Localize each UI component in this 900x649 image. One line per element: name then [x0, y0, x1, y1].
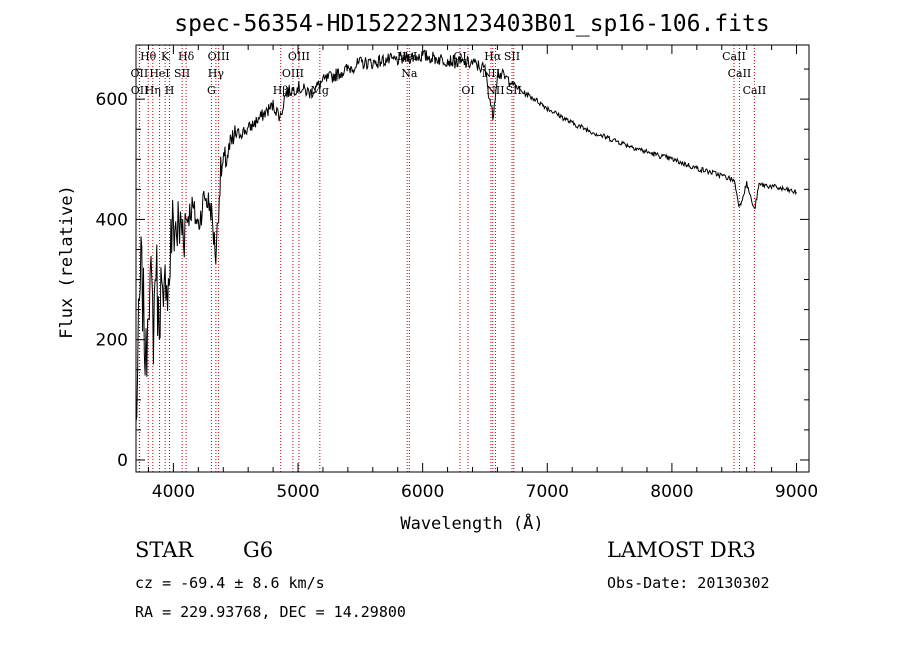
spectral-line-label: OIII [208, 50, 230, 63]
chart-title: spec-56354-HD152223N123403B01_sp16-106.f… [174, 11, 769, 37]
spectral-line-label: CaII [728, 67, 752, 80]
y-axis: 0 200 400 600 [96, 68, 809, 471]
spectral-line-label: OIII [288, 50, 310, 63]
x-tick-label: 9000 [775, 482, 818, 502]
y-tick-label: 600 [96, 90, 128, 110]
spectral-line-label: SII [506, 84, 522, 97]
spectral-line-label: Hδ [178, 50, 195, 63]
y-tick-label: 0 [117, 451, 128, 471]
x-tick-label: 7000 [526, 482, 569, 502]
plot-frame [135, 44, 810, 473]
spectral-line-label: H [165, 84, 175, 97]
y-axis-label: Flux (relative) [57, 185, 77, 339]
spectral-line-label: SII [174, 67, 190, 80]
spectrum-layer [135, 49, 797, 422]
spectral-line-label: Hβ [273, 84, 289, 97]
spectral-line-label: Hα [484, 50, 502, 63]
obs-date: Obs-Date: 20130302 [607, 574, 770, 592]
spectral-line-label: OII [131, 67, 149, 80]
spectral-line-label: CaII [722, 50, 746, 63]
y-tick-label: 400 [96, 210, 128, 230]
x-tick-label: 6000 [401, 482, 444, 502]
redshift-value: cz = -69.4 ± 8.6 km/s [135, 574, 325, 592]
spectral-line-label: HeI [149, 67, 169, 80]
x-tick-label: 5000 [276, 482, 319, 502]
spectral-line-label: OIII [282, 67, 304, 80]
x-axis: 4000 5000 6000 7000 8000 9000 [147, 45, 818, 502]
object-class: STAR [135, 538, 194, 562]
spectral-line-label: G [207, 84, 216, 97]
spectral-line-label: SII [504, 50, 520, 63]
spectral-line-label: Hη [145, 84, 161, 97]
spectral-line-label: OI [461, 84, 474, 97]
x-tick-label: 4000 [152, 482, 195, 502]
spectrum-line [135, 49, 797, 422]
x-tick-label: 8000 [650, 482, 693, 502]
coordinates: RA = 229.93768, DEC = 14.29800 [135, 603, 406, 621]
spectral-line-label: Na [401, 67, 418, 80]
survey-name: LAMOST DR3 [607, 538, 756, 562]
y-tick-label: 200 [96, 331, 128, 351]
x-axis-label: Wavelength (Å) [400, 512, 543, 534]
spectral-line-label: Hγ [208, 67, 225, 80]
spectral-line-label: Hθ [140, 50, 157, 63]
object-subclass: G6 [243, 538, 274, 562]
spectral-line-label: CaII [743, 84, 767, 97]
spectral-line-label: OII [131, 84, 149, 97]
spectral-line-label: K [161, 50, 170, 63]
